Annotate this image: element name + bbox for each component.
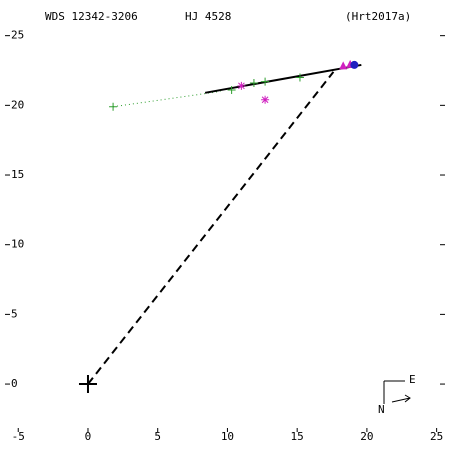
y-tick-label: 15: [11, 168, 24, 181]
origin-cross: [78, 375, 97, 394]
line-dashed: [87, 71, 335, 385]
x-tick-label: 5: [154, 430, 161, 443]
point-plus: [227, 86, 236, 95]
reference: (Hrt2017a): [345, 10, 411, 23]
compass-north: N: [378, 403, 385, 416]
x-tick-label: 0: [85, 430, 92, 443]
x-tick-label: 20: [360, 430, 373, 443]
point-plus: [261, 77, 270, 86]
point-circle: [350, 60, 359, 69]
y-tick-label: 10: [11, 238, 24, 251]
x-tick-label: 10: [221, 430, 234, 443]
point-plus: [109, 102, 118, 111]
point-plus: [295, 73, 304, 82]
x-tick-label: 25: [430, 430, 443, 443]
point-plus: [249, 79, 258, 88]
y-tick-label: 5: [11, 307, 18, 320]
line-dotted: [113, 90, 221, 108]
x-tick-label: 15: [291, 430, 304, 443]
point-asterisk: [237, 81, 246, 90]
line-solid: [204, 63, 362, 94]
chart-subtitle: HJ 4528: [185, 10, 231, 23]
x-tick-label: -5: [12, 430, 25, 443]
y-tick-label: 20: [11, 98, 24, 111]
y-tick-label: 25: [11, 29, 24, 42]
compass-arrow: [391, 394, 411, 403]
point-triangle: [339, 61, 348, 70]
point-asterisk: [261, 95, 270, 104]
compass: E N: [378, 373, 416, 416]
compass-east: E: [409, 373, 416, 386]
chart-title: WDS 12342-3206: [45, 10, 138, 23]
y-tick-label: 0: [11, 377, 18, 390]
